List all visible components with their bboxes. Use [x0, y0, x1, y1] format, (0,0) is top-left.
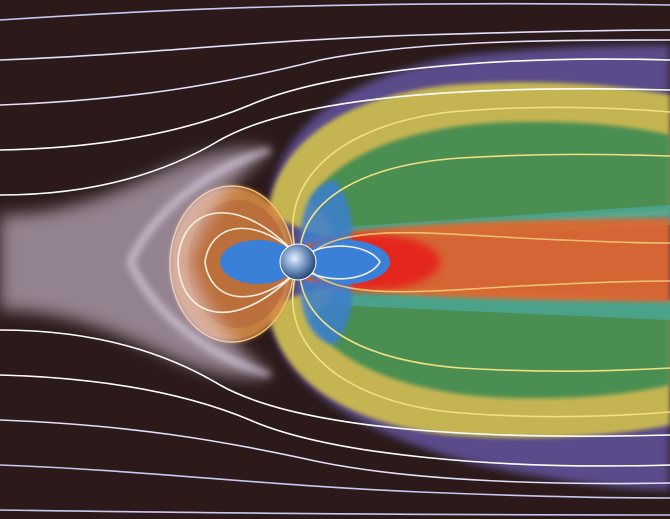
- inner-belt-left: [220, 240, 296, 284]
- field-line: [309, 231, 670, 256]
- field-line: [0, 2, 670, 21]
- field-line: [0, 29, 670, 61]
- field-line: [299, 275, 670, 372]
- field-line: [0, 419, 670, 485]
- field-line: [304, 245, 381, 280]
- field-line: [0, 39, 670, 106]
- field-line: [309, 269, 670, 293]
- field-line: [177, 211, 291, 314]
- south-cusp: [300, 280, 352, 345]
- field-line: [291, 277, 670, 418]
- bow-shock: [0, 148, 270, 377]
- field-line: [0, 464, 670, 499]
- earth: [279, 243, 317, 281]
- field-line: [0, 88, 670, 196]
- field-line: [299, 153, 670, 251]
- north-cusp: [300, 180, 352, 245]
- field-line: [0, 329, 670, 437]
- field-line: [204, 227, 293, 298]
- field-line: [0, 374, 670, 467]
- field-line: [291, 106, 670, 249]
- field-line: [0, 509, 670, 516]
- field-line: [0, 58, 670, 151]
- north-lobe-inner: [310, 121, 670, 235]
- bow-shock-edge: [127, 147, 271, 378]
